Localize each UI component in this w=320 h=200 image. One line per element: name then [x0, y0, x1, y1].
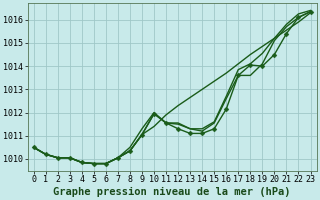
X-axis label: Graphe pression niveau de la mer (hPa): Graphe pression niveau de la mer (hPa): [53, 186, 291, 197]
